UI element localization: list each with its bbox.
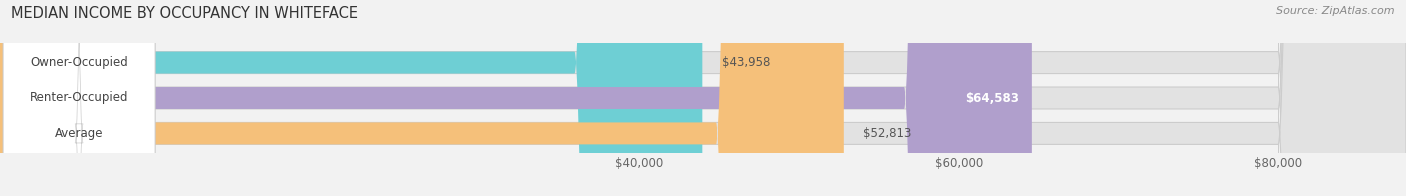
Text: $64,583: $64,583 [965, 92, 1019, 104]
Text: Average: Average [55, 127, 103, 140]
Text: Owner-Occupied: Owner-Occupied [30, 56, 128, 69]
FancyBboxPatch shape [3, 0, 155, 196]
FancyBboxPatch shape [3, 0, 155, 196]
Text: $43,958: $43,958 [721, 56, 770, 69]
Text: $52,813: $52,813 [863, 127, 911, 140]
Text: Source: ZipAtlas.com: Source: ZipAtlas.com [1277, 6, 1395, 16]
FancyBboxPatch shape [0, 0, 703, 196]
FancyBboxPatch shape [0, 0, 844, 196]
Text: Renter-Occupied: Renter-Occupied [30, 92, 128, 104]
FancyBboxPatch shape [0, 0, 1032, 196]
Text: MEDIAN INCOME BY OCCUPANCY IN WHITEFACE: MEDIAN INCOME BY OCCUPANCY IN WHITEFACE [11, 6, 359, 21]
FancyBboxPatch shape [3, 0, 155, 196]
